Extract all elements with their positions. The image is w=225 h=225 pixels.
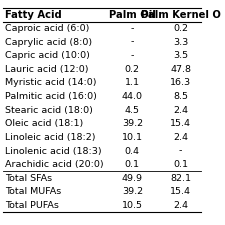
Text: Fatty Acid: Fatty Acid [5,10,62,20]
Text: Stearic acid (18:0): Stearic acid (18:0) [5,106,93,115]
Text: 44.0: 44.0 [122,92,143,101]
Text: Palm Kernel O: Palm Kernel O [141,10,221,20]
Text: Capric acid (10:0): Capric acid (10:0) [5,51,90,60]
Text: Arachidic acid (20:0): Arachidic acid (20:0) [5,160,104,169]
Text: 49.9: 49.9 [122,174,143,183]
Text: 47.8: 47.8 [170,65,191,74]
Text: -: - [131,24,134,33]
Text: Total SFAs: Total SFAs [5,174,53,183]
Text: 0.1: 0.1 [125,160,140,169]
Text: 0.2: 0.2 [173,24,188,33]
Text: 0.2: 0.2 [125,65,140,74]
Text: 0.4: 0.4 [125,146,140,155]
Text: 15.4: 15.4 [170,187,191,196]
Text: 2.4: 2.4 [173,133,188,142]
Text: 2.4: 2.4 [173,106,188,115]
Text: Palmitic acid (16:0): Palmitic acid (16:0) [5,92,97,101]
Text: -: - [179,146,182,155]
Text: 2.4: 2.4 [173,201,188,210]
Text: Oleic acid (18:1): Oleic acid (18:1) [5,119,84,128]
Text: 39.2: 39.2 [122,119,143,128]
Text: 82.1: 82.1 [170,174,191,183]
Text: Myristic acid (14:0): Myristic acid (14:0) [5,79,97,88]
Text: Total PUFAs: Total PUFAs [5,201,59,210]
Text: Lauric acid (12:0): Lauric acid (12:0) [5,65,89,74]
Text: 10.5: 10.5 [122,201,143,210]
Text: Total MUFAs: Total MUFAs [5,187,62,196]
Text: Palm Oil: Palm Oil [109,10,156,20]
Text: 3.5: 3.5 [173,51,188,60]
Text: 39.2: 39.2 [122,187,143,196]
Text: 10.1: 10.1 [122,133,143,142]
Text: Caproic acid (6:0): Caproic acid (6:0) [5,24,90,33]
Text: Caprylic acid (8:0): Caprylic acid (8:0) [5,38,92,47]
Text: Linolenic acid (18:3): Linolenic acid (18:3) [5,146,102,155]
Text: 8.5: 8.5 [173,92,188,101]
Text: 16.3: 16.3 [170,79,191,88]
Text: -: - [131,38,134,47]
Text: Linoleic acid (18:2): Linoleic acid (18:2) [5,133,96,142]
Text: 0.1: 0.1 [173,160,188,169]
Text: 3.3: 3.3 [173,38,188,47]
Text: -: - [131,51,134,60]
Text: 4.5: 4.5 [125,106,140,115]
Text: 15.4: 15.4 [170,119,191,128]
Text: 1.1: 1.1 [125,79,140,88]
